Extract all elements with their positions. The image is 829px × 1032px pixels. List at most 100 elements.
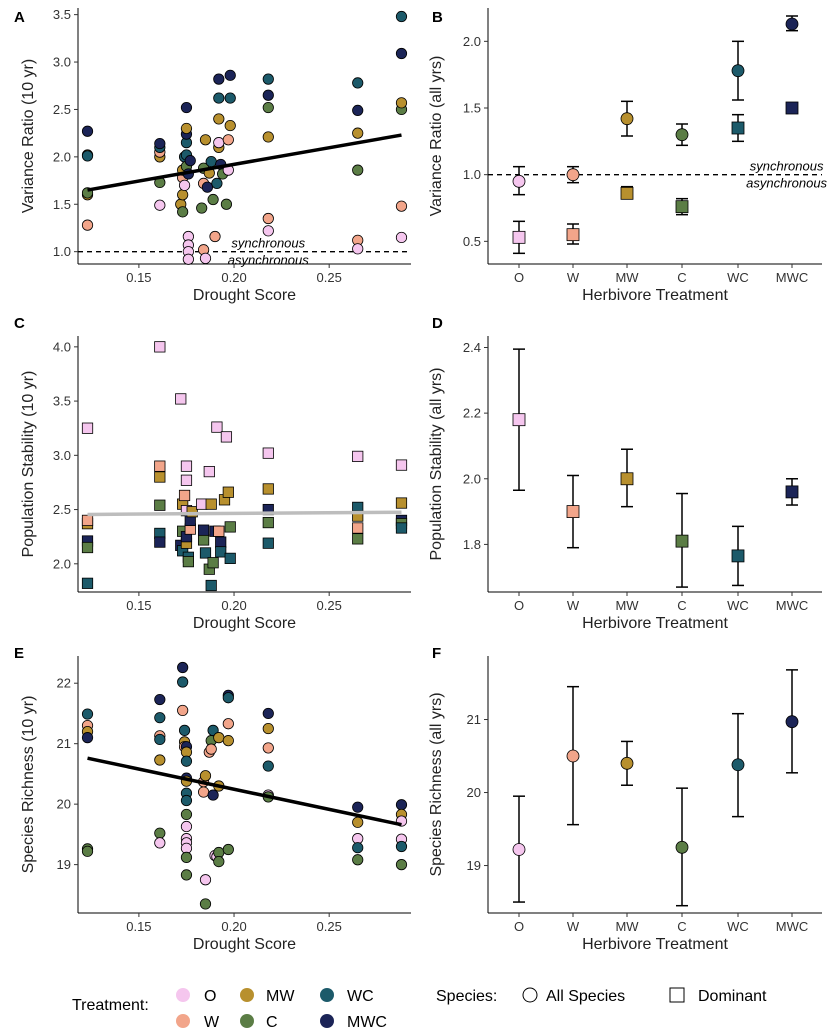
data-point-w <box>566 168 580 182</box>
data-point-mwc <box>154 137 166 150</box>
legend-swatch-WC <box>320 988 334 1002</box>
data-point-mwc <box>213 73 225 85</box>
legend-swatch-MW <box>240 988 254 1002</box>
y-tick-label: 22 <box>57 676 71 691</box>
data-point-mw <box>224 119 236 132</box>
y-tick-label: 3.5 <box>53 7 71 22</box>
legend-label-MW: MW <box>266 988 295 1005</box>
data-point-c <box>182 556 194 568</box>
data-point-mw <box>620 756 634 770</box>
data-point-mwc <box>197 524 210 536</box>
legend-swatch-W <box>176 1014 190 1028</box>
data-point-mw <box>620 186 634 200</box>
x-tick-label: WC <box>727 270 749 285</box>
data-point-mw <box>199 770 212 782</box>
legend-label-W: W <box>204 1014 220 1031</box>
data-point-c <box>262 101 274 114</box>
data-point-wc <box>222 692 234 704</box>
data-point-o <box>211 421 223 433</box>
data-point-mw <box>154 754 166 766</box>
legend-treatment-label: Treatment: <box>72 997 149 1014</box>
synchronous-label: synchronous <box>231 236 305 251</box>
data-point-w <box>566 505 580 518</box>
data-point-wc <box>262 537 274 549</box>
data-point-wc <box>224 552 236 564</box>
data-point-wc <box>731 549 745 563</box>
y-tick-label: 1.5 <box>463 101 481 116</box>
data-point-w <box>222 718 234 730</box>
data-point-mwc <box>201 181 213 193</box>
data-point-wc <box>731 758 745 772</box>
panel-label-A: A <box>14 9 25 26</box>
data-point-w <box>197 786 210 798</box>
data-point-o <box>178 179 191 191</box>
data-point-o <box>180 474 193 486</box>
data-point-mwc <box>81 125 94 137</box>
data-point-mw <box>177 189 189 201</box>
data-point-mw <box>395 97 408 109</box>
x-axis-title: Herbivore Treatment <box>582 936 728 953</box>
data-point-mwc <box>180 101 193 114</box>
y-tick-label: 0.5 <box>463 234 481 249</box>
data-point-mwc <box>184 155 196 167</box>
y-tick-label: 4.0 <box>53 339 71 354</box>
legend-label-dominant: Dominant <box>698 988 767 1005</box>
data-point-w <box>262 742 274 754</box>
x-axis-title: Drought Score <box>193 287 296 304</box>
data-point-mw <box>205 498 217 510</box>
data-point-o <box>180 460 193 472</box>
trend-line <box>87 510 402 517</box>
data-point-o <box>512 230 526 244</box>
x-axis-title: Drought Score <box>193 615 296 632</box>
y-axis-title: Variance Ratio (all yrs) <box>428 56 445 217</box>
x-axis-title: Herbivore Treatment <box>582 615 728 632</box>
y-tick-label: 2.5 <box>53 502 71 517</box>
data-point-mwc <box>785 17 799 31</box>
data-point-wc <box>262 760 274 772</box>
legend-label-WC: WC <box>347 988 374 1005</box>
data-point-c <box>154 499 166 511</box>
data-point-mw <box>352 127 364 139</box>
x-tick-label: C <box>677 598 686 613</box>
x-tick-label: 0.15 <box>126 598 151 613</box>
x-tick-label: O <box>514 270 524 285</box>
data-point-c <box>675 200 689 214</box>
x-tick-label: 0.20 <box>221 598 246 613</box>
y-axis-title: Species Richness (10 yr) <box>20 696 37 874</box>
x-tick-label: 0.15 <box>126 919 151 934</box>
data-point-o <box>395 459 408 471</box>
data-point-o <box>213 137 225 149</box>
data-point-c <box>180 851 193 863</box>
data-point-o <box>352 450 364 463</box>
data-point-c <box>262 516 274 529</box>
data-point-mwc <box>81 732 94 744</box>
data-point-mwc <box>352 104 364 117</box>
data-point-o <box>512 174 526 188</box>
data-point-wc <box>395 10 408 23</box>
data-point-mw <box>352 816 364 828</box>
data-point-c <box>180 869 193 881</box>
y-tick-label: 2.2 <box>463 406 481 421</box>
data-point-w <box>352 522 364 534</box>
y-tick-label: 3.5 <box>53 394 71 409</box>
panel-label-F: F <box>432 645 441 662</box>
data-point-mw <box>154 471 166 483</box>
data-point-mw <box>180 122 193 135</box>
data-point-mwc <box>262 707 274 720</box>
data-point-o <box>180 820 193 833</box>
data-point-o <box>196 498 208 510</box>
data-point-wc <box>180 755 193 767</box>
asynchronous-label: asynchronous <box>746 176 827 191</box>
data-point-c <box>196 202 208 214</box>
y-tick-label: 2.0 <box>463 471 481 486</box>
data-point-c <box>213 855 225 868</box>
x-tick-label: MWC <box>776 598 809 613</box>
data-point-mw <box>262 131 274 143</box>
data-point-o <box>220 431 233 443</box>
legend-label-all-species: All Species <box>546 988 625 1005</box>
y-tick-label: 20 <box>57 797 71 812</box>
data-point-o <box>199 874 212 886</box>
